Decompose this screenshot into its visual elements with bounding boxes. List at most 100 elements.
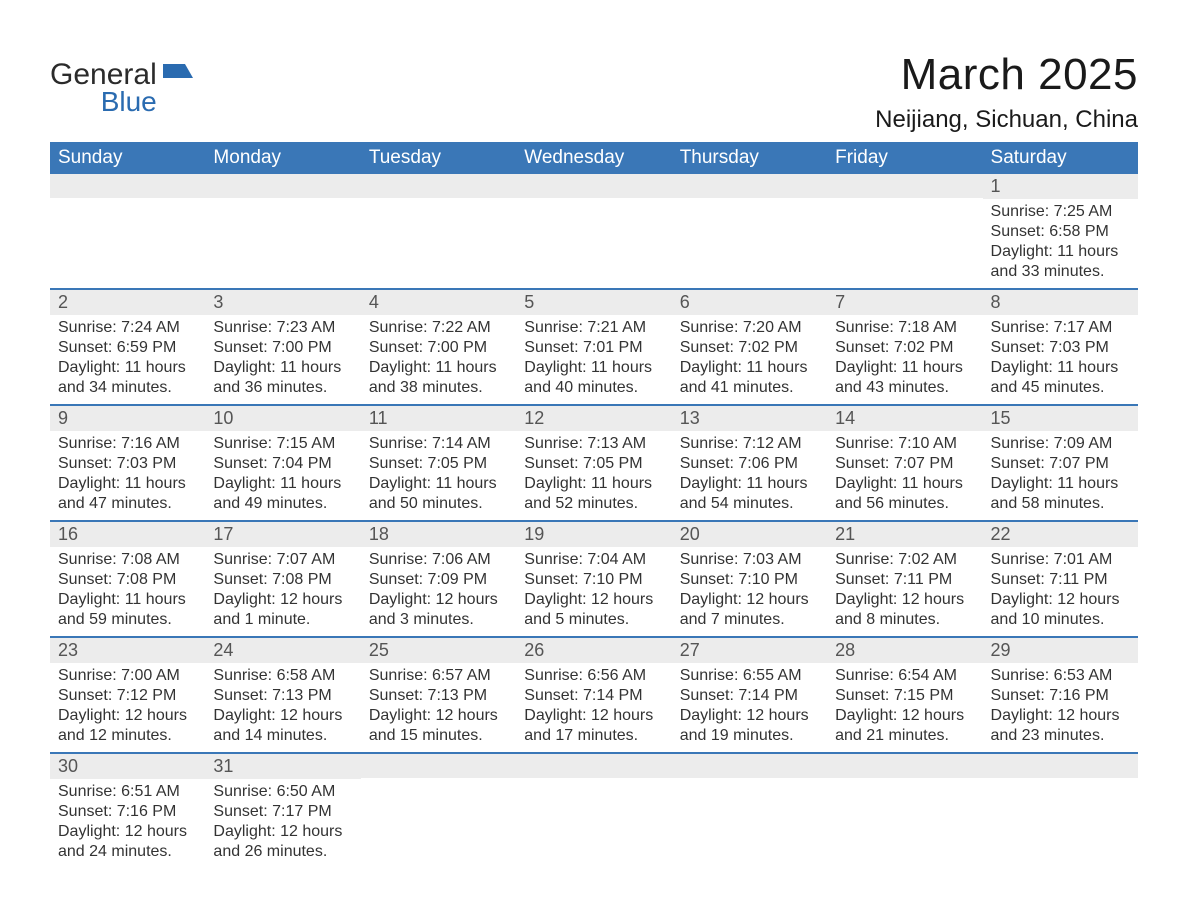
calendar-cell: 14Sunrise: 7:10 AMSunset: 7:07 PMDayligh… — [827, 405, 982, 521]
day-daylight2: and 36 minutes. — [213, 378, 352, 398]
day-details: Sunrise: 7:13 AMSunset: 7:05 PMDaylight:… — [516, 431, 671, 520]
day-number: 25 — [361, 638, 516, 663]
calendar-cell: 29Sunrise: 6:53 AMSunset: 7:16 PMDayligh… — [983, 637, 1138, 753]
day-daylight1: Daylight: 11 hours — [524, 474, 663, 494]
day-details — [516, 778, 671, 858]
day-daylight1: Daylight: 12 hours — [680, 706, 819, 726]
day-number: 17 — [205, 522, 360, 547]
day-details: Sunrise: 7:17 AMSunset: 7:03 PMDaylight:… — [983, 315, 1138, 404]
day-details: Sunrise: 7:02 AMSunset: 7:11 PMDaylight:… — [827, 547, 982, 636]
calendar-cell: 28Sunrise: 6:54 AMSunset: 7:15 PMDayligh… — [827, 637, 982, 753]
day-sunrise: Sunrise: 7:20 AM — [680, 318, 819, 338]
day-details: Sunrise: 6:56 AMSunset: 7:14 PMDaylight:… — [516, 663, 671, 752]
day-number — [516, 174, 671, 198]
day-daylight1: Daylight: 11 hours — [369, 358, 508, 378]
calendar-header-row: SundayMondayTuesdayWednesdayThursdayFrid… — [50, 142, 1138, 174]
day-sunrise: Sunrise: 7:07 AM — [213, 550, 352, 570]
day-daylight2: and 3 minutes. — [369, 610, 508, 630]
day-daylight1: Daylight: 11 hours — [524, 358, 663, 378]
calendar-cell: 27Sunrise: 6:55 AMSunset: 7:14 PMDayligh… — [672, 637, 827, 753]
day-details: Sunrise: 7:08 AMSunset: 7:08 PMDaylight:… — [50, 547, 205, 636]
day-sunrise: Sunrise: 7:15 AM — [213, 434, 352, 454]
day-number: 10 — [205, 406, 360, 431]
location-subtitle: Neijiang, Sichuan, China — [875, 106, 1138, 134]
day-sunset: Sunset: 7:13 PM — [213, 686, 352, 706]
day-details — [50, 198, 205, 278]
calendar-cell: 10Sunrise: 7:15 AMSunset: 7:04 PMDayligh… — [205, 405, 360, 521]
brand-sail-icon — [163, 64, 193, 92]
day-number: 20 — [672, 522, 827, 547]
day-daylight2: and 5 minutes. — [524, 610, 663, 630]
calendar-cell: 24Sunrise: 6:58 AMSunset: 7:13 PMDayligh… — [205, 637, 360, 753]
calendar-cell: 15Sunrise: 7:09 AMSunset: 7:07 PMDayligh… — [983, 405, 1138, 521]
day-details: Sunrise: 7:10 AMSunset: 7:07 PMDaylight:… — [827, 431, 982, 520]
calendar-cell — [827, 174, 982, 289]
day-details: Sunrise: 7:24 AMSunset: 6:59 PMDaylight:… — [50, 315, 205, 404]
day-number — [827, 174, 982, 198]
day-daylight2: and 21 minutes. — [835, 726, 974, 746]
day-daylight1: Daylight: 12 hours — [835, 590, 974, 610]
calendar-table: SundayMondayTuesdayWednesdayThursdayFrid… — [50, 142, 1138, 868]
day-daylight1: Daylight: 11 hours — [835, 474, 974, 494]
day-sunset: Sunset: 6:59 PM — [58, 338, 197, 358]
calendar-cell — [516, 174, 671, 289]
brand-text: General Blue — [50, 60, 157, 116]
day-sunrise: Sunrise: 7:22 AM — [369, 318, 508, 338]
calendar-cell: 30Sunrise: 6:51 AMSunset: 7:16 PMDayligh… — [50, 753, 205, 868]
day-sunrise: Sunrise: 7:17 AM — [991, 318, 1130, 338]
day-daylight1: Daylight: 11 hours — [58, 590, 197, 610]
day-number — [361, 754, 516, 778]
day-details — [516, 198, 671, 278]
day-details: Sunrise: 7:07 AMSunset: 7:08 PMDaylight:… — [205, 547, 360, 636]
day-sunrise: Sunrise: 7:09 AM — [991, 434, 1130, 454]
day-details: Sunrise: 7:16 AMSunset: 7:03 PMDaylight:… — [50, 431, 205, 520]
calendar-cell — [672, 753, 827, 868]
day-details — [672, 778, 827, 858]
day-sunrise: Sunrise: 7:18 AM — [835, 318, 974, 338]
day-sunrise: Sunrise: 7:23 AM — [213, 318, 352, 338]
day-details: Sunrise: 6:54 AMSunset: 7:15 PMDaylight:… — [827, 663, 982, 752]
day-number — [672, 174, 827, 198]
day-daylight2: and 52 minutes. — [524, 494, 663, 514]
calendar-cell: 1Sunrise: 7:25 AMSunset: 6:58 PMDaylight… — [983, 174, 1138, 289]
calendar-cell: 6Sunrise: 7:20 AMSunset: 7:02 PMDaylight… — [672, 289, 827, 405]
day-sunset: Sunset: 7:14 PM — [524, 686, 663, 706]
calendar-cell: 13Sunrise: 7:12 AMSunset: 7:06 PMDayligh… — [672, 405, 827, 521]
day-daylight2: and 40 minutes. — [524, 378, 663, 398]
day-daylight1: Daylight: 11 hours — [991, 474, 1130, 494]
day-sunrise: Sunrise: 7:03 AM — [680, 550, 819, 570]
day-number: 27 — [672, 638, 827, 663]
calendar-week-row: 23Sunrise: 7:00 AMSunset: 7:12 PMDayligh… — [50, 637, 1138, 753]
calendar-cell: 31Sunrise: 6:50 AMSunset: 7:17 PMDayligh… — [205, 753, 360, 868]
day-number: 15 — [983, 406, 1138, 431]
day-number: 26 — [516, 638, 671, 663]
day-daylight2: and 47 minutes. — [58, 494, 197, 514]
day-number — [205, 174, 360, 198]
day-sunset: Sunset: 7:16 PM — [58, 802, 197, 822]
day-number: 8 — [983, 290, 1138, 315]
day-details: Sunrise: 6:50 AMSunset: 7:17 PMDaylight:… — [205, 779, 360, 868]
day-details — [827, 198, 982, 278]
day-details: Sunrise: 7:09 AMSunset: 7:07 PMDaylight:… — [983, 431, 1138, 520]
day-details: Sunrise: 7:04 AMSunset: 7:10 PMDaylight:… — [516, 547, 671, 636]
day-number: 1 — [983, 174, 1138, 199]
calendar-cell: 18Sunrise: 7:06 AMSunset: 7:09 PMDayligh… — [361, 521, 516, 637]
day-number: 11 — [361, 406, 516, 431]
day-number: 29 — [983, 638, 1138, 663]
day-sunrise: Sunrise: 7:14 AM — [369, 434, 508, 454]
day-details: Sunrise: 6:55 AMSunset: 7:14 PMDaylight:… — [672, 663, 827, 752]
day-sunrise: Sunrise: 6:53 AM — [991, 666, 1130, 686]
day-daylight1: Daylight: 12 hours — [524, 706, 663, 726]
day-daylight2: and 19 minutes. — [680, 726, 819, 746]
calendar-cell — [205, 174, 360, 289]
day-number: 4 — [361, 290, 516, 315]
day-daylight2: and 45 minutes. — [991, 378, 1130, 398]
day-sunset: Sunset: 7:11 PM — [991, 570, 1130, 590]
day-sunset: Sunset: 7:16 PM — [991, 686, 1130, 706]
day-details: Sunrise: 7:23 AMSunset: 7:00 PMDaylight:… — [205, 315, 360, 404]
calendar-body: 1Sunrise: 7:25 AMSunset: 6:58 PMDaylight… — [50, 174, 1138, 868]
day-daylight1: Daylight: 12 hours — [213, 822, 352, 842]
calendar-week-row: 9Sunrise: 7:16 AMSunset: 7:03 PMDaylight… — [50, 405, 1138, 521]
day-sunrise: Sunrise: 6:58 AM — [213, 666, 352, 686]
day-daylight2: and 59 minutes. — [58, 610, 197, 630]
